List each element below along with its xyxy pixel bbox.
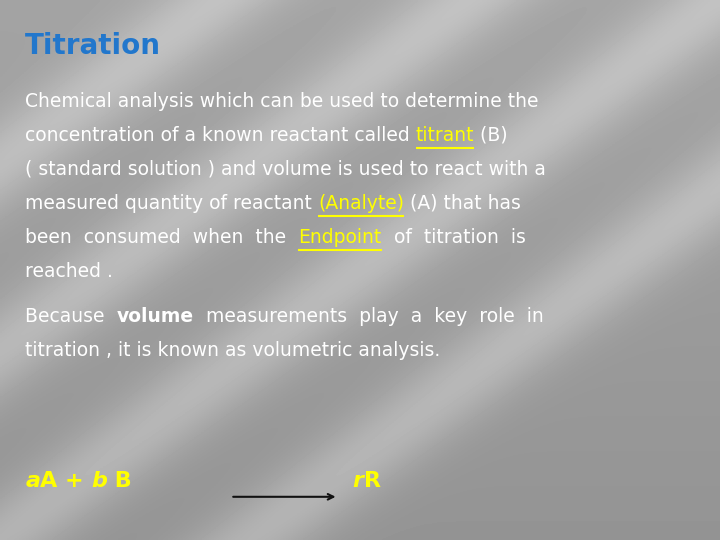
Text: R: R [364,471,381,491]
Text: measured quantity of reactant: measured quantity of reactant [25,194,318,213]
Text: Because: Because [25,307,117,326]
Text: measurements  play  a  key  role  in: measurements play a key role in [194,307,544,326]
Text: a: a [25,471,40,491]
Text: reached .: reached . [25,262,113,281]
Text: Endpoint: Endpoint [298,228,382,247]
Text: Chemical analysis which can be used to determine the: Chemical analysis which can be used to d… [25,92,539,111]
Text: titrant: titrant [416,126,474,145]
Text: volume: volume [117,307,194,326]
Text: (B): (B) [474,126,508,145]
Text: B: B [107,471,132,491]
Text: Titration: Titration [25,32,161,60]
Text: A +: A + [40,471,91,491]
Text: (Analyte): (Analyte) [318,194,404,213]
Text: titration , it is known as volumetric analysis.: titration , it is known as volumetric an… [25,341,441,360]
Text: ( standard solution ) and volume is used to react with a: ( standard solution ) and volume is used… [25,160,546,179]
Text: b: b [91,471,107,491]
Text: r: r [353,471,364,491]
Text: concentration of a known reactant called: concentration of a known reactant called [25,126,416,145]
Text: (A) that has: (A) that has [404,194,521,213]
Text: of  titration  is: of titration is [382,228,526,247]
Text: been  consumed  when  the: been consumed when the [25,228,298,247]
